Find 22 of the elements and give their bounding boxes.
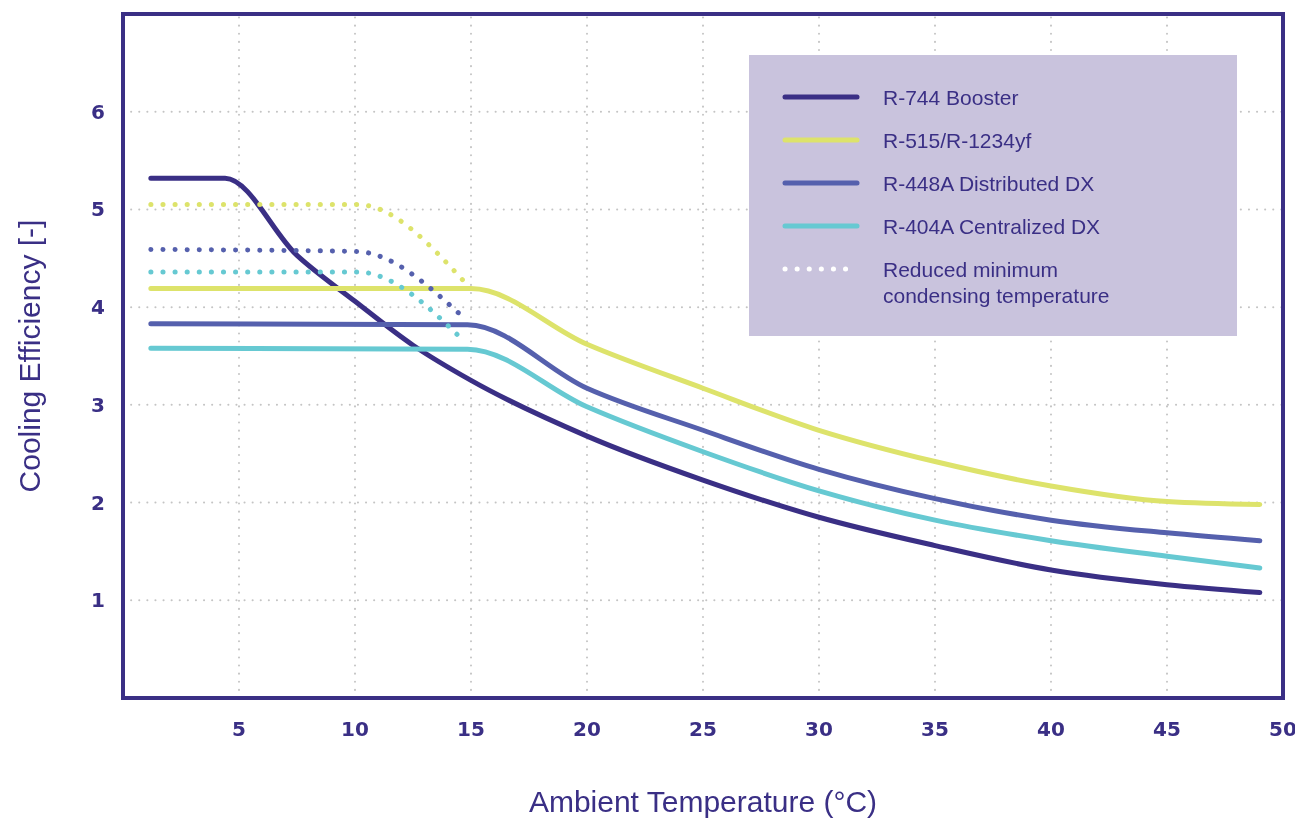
y-tick-label: 2 [91, 490, 105, 515]
y-tick-label: 6 [91, 99, 105, 124]
x-tick-label: 25 [689, 717, 717, 741]
x-tick-label: 35 [921, 717, 949, 741]
legend-label: R-448A Distributed DX [883, 172, 1095, 195]
legend-label: R-404A Centralized DX [883, 215, 1101, 238]
x-tick-label: 40 [1037, 717, 1065, 741]
y-tick-label: 4 [91, 295, 105, 320]
x-tick-label: 20 [573, 717, 601, 741]
legend-label: R-744 Booster [883, 86, 1019, 109]
x-axis-title: Ambient Temperature (°C) [528, 785, 878, 818]
y-tick-label: 5 [91, 197, 105, 222]
x-tick-label: 10 [341, 717, 369, 741]
x-tick-label: 5 [232, 717, 246, 741]
x-tick-label: 45 [1153, 717, 1181, 741]
x-tick-label: 15 [457, 717, 485, 741]
y-axis-title: Cooling Efficiency [-] [13, 219, 46, 493]
y-tick-label: 3 [91, 392, 105, 417]
y-tick-label: 1 [91, 588, 105, 613]
x-tick-label: 30 [805, 717, 833, 741]
annotation: Reduced minimum condensing temperature [883, 258, 1110, 307]
legend-label: R-515/R-1234yf [883, 129, 1032, 152]
